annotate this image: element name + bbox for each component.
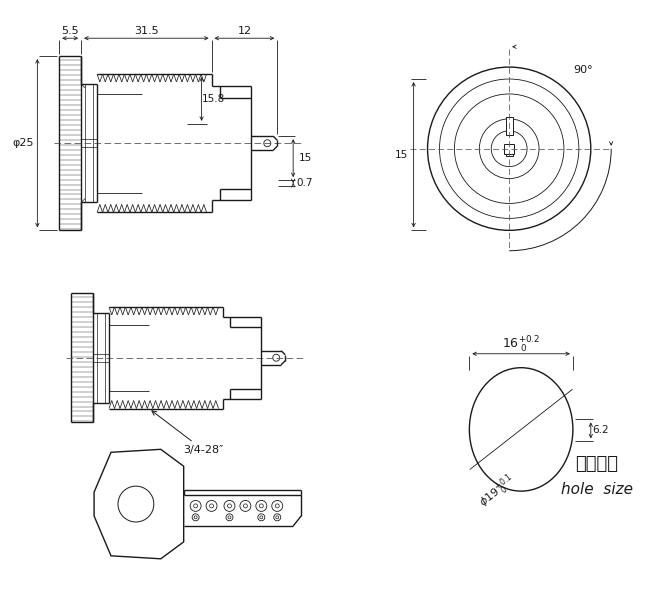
Text: 5.5: 5.5 xyxy=(62,27,79,36)
Text: 15: 15 xyxy=(299,153,312,163)
Text: $16^{+0.2}_{\ 0}$: $16^{+0.2}_{\ 0}$ xyxy=(502,335,540,355)
Bar xyxy=(504,144,514,154)
Text: 3/4-28″: 3/4-28″ xyxy=(152,411,224,455)
Text: 15: 15 xyxy=(395,150,408,160)
Text: 90°: 90° xyxy=(573,65,592,75)
Text: 12: 12 xyxy=(238,27,252,36)
Text: hole  size: hole size xyxy=(561,482,633,497)
Bar xyxy=(506,117,512,135)
Text: 0.7: 0.7 xyxy=(297,178,313,188)
Text: φ25: φ25 xyxy=(13,138,34,148)
Text: 15.8: 15.8 xyxy=(202,94,225,104)
Text: 31.5: 31.5 xyxy=(134,27,159,36)
Bar xyxy=(506,149,512,156)
Text: $\phi 19^{+0.1}_{\ 0}$: $\phi 19^{+0.1}_{\ 0}$ xyxy=(475,471,520,513)
Text: 6.2: 6.2 xyxy=(592,425,609,435)
Text: 开孔尺寸: 开孔尺寸 xyxy=(575,455,618,473)
